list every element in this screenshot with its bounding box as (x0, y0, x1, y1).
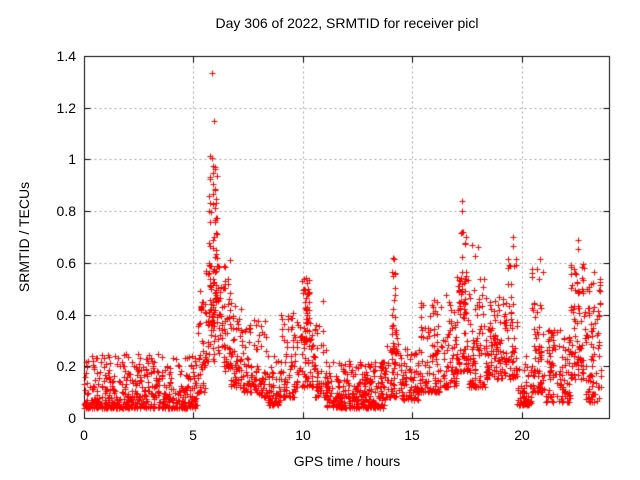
y-tick-label: 1.4 (56, 48, 76, 64)
y-tick-label: 0.6 (56, 255, 76, 271)
y-tick-label: 0 (68, 410, 76, 426)
y-tick-label: 0.4 (56, 307, 76, 323)
x-tick-label: 20 (514, 427, 530, 443)
x-tick-label: 5 (189, 427, 197, 443)
y-tick-label: 1 (68, 151, 76, 167)
y-tick-label: 0.2 (56, 358, 76, 374)
x-tick-label: 10 (295, 427, 311, 443)
x-axis-label: GPS time / hours (293, 453, 401, 469)
x-tick-label: 0 (80, 427, 88, 443)
chart-title: Day 306 of 2022, SRMTID for receiver pic… (215, 15, 479, 31)
y-axis-label: SRMTID / TECUs (16, 181, 32, 293)
x-tick-label: 15 (404, 427, 420, 443)
y-tick-label: 0.8 (56, 203, 76, 219)
y-tick-label: 1.2 (56, 100, 76, 116)
